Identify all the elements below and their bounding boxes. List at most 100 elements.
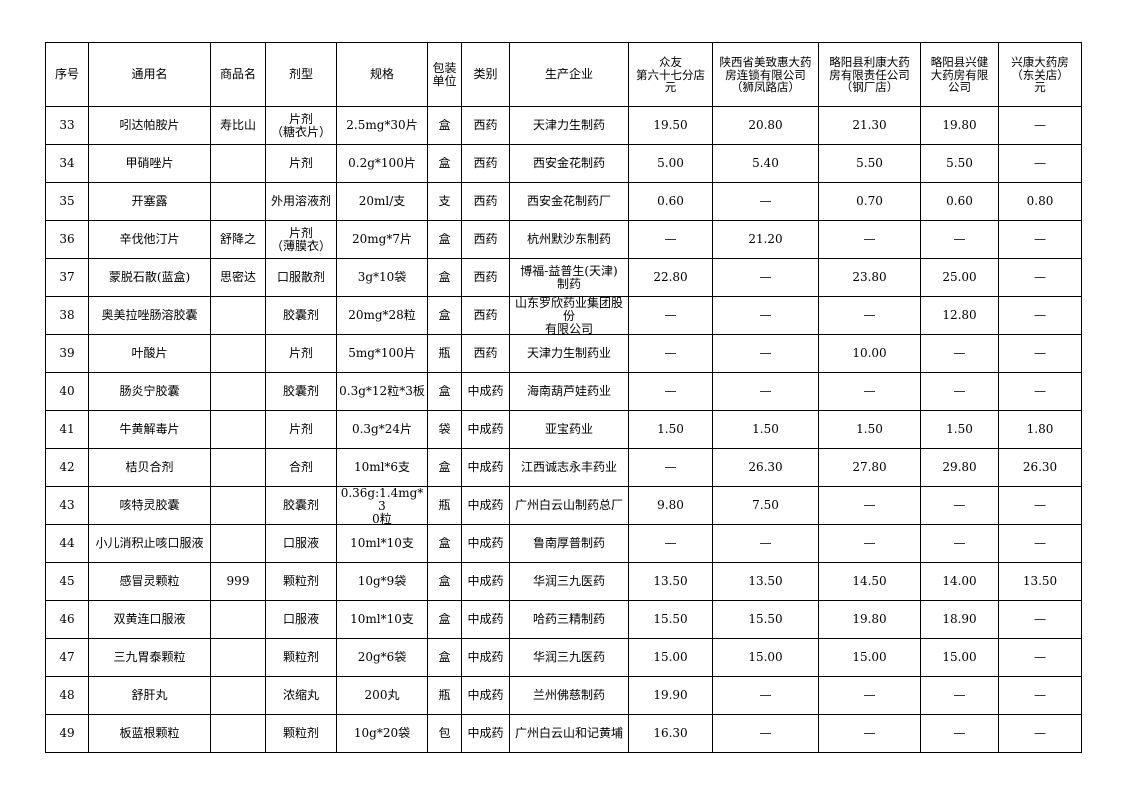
cell-text: 33 [59,119,75,132]
cell-text: 众友 第六十七分店 元 [636,56,705,93]
cell-text: 10g*20袋 [353,727,411,740]
cell-text: 1.80 [1026,423,1054,436]
cell-text: 哈药三精制药 [532,613,605,626]
cell-text: 15.00 [748,651,783,664]
cell-text: 盒 [438,537,451,550]
cell-text: — [1034,689,1046,702]
table-cell: 23.80 [818,258,921,297]
table-cell: — [998,638,1082,677]
cell-text: 35 [59,195,75,208]
cell-text: 包 [438,727,451,740]
table-row: 42 桔贝合剂 合剂 10ml*6支 盒 中成药 江西诚志永丰药业 — 26.30 27.80 29… [45,448,1082,487]
column-header: 略阳县利康大药 房有限责任公司 （钢厂店） 元 [818,42,921,107]
cell-text: 22.80 [653,271,688,284]
cell-text: 39 [59,347,75,360]
table-cell: 盒 [427,296,462,335]
cell-text: 瓶 [438,689,451,702]
table-cell: 浓缩丸 [265,676,337,715]
column-header: 序号 [45,42,89,107]
table-cell: 盒 [427,258,462,297]
cell-text: 西安金花制药 [532,157,605,170]
table-row: 36 辛伐他汀片 舒降之 片剂 （薄膜衣） 20mg*7片 盒 西药 杭州默沙东制药 — 21.2… [45,220,1082,259]
table-cell: 支 [427,182,462,221]
table-cell: 盒 [427,524,462,563]
table-cell: 蒙脱石散(蓝盒) [88,258,211,297]
table-cell: 21.30 [818,106,921,145]
cell-text: — [1034,233,1046,246]
table-cell: 10ml*10支 [336,524,428,563]
table-cell: 西药 [461,220,510,259]
table-cell: 口服液 [265,600,337,639]
table-row: 37 蒙脱石散(蓝盒) 思密达 口服散剂 3g*10袋 盒 西药 博福-益普生(天津) 制药 2… [45,258,1082,297]
table-cell: 43 [45,486,89,525]
table-cell: 舒肝丸 [88,676,211,715]
table-cell: — [998,258,1082,297]
cell-text: 16.30 [653,727,688,740]
cell-text: 山东罗欣药业集团股 份 有限公司 [514,297,623,334]
table-cell: 5mg*100片 [336,334,428,373]
table-cell: 22.80 [628,258,713,297]
cell-text: 支 [438,195,451,208]
table-cell: 瓶 [427,486,462,525]
table-cell: 10g*9袋 [336,562,428,601]
cell-text: 片剂 [288,423,313,436]
cell-text: 15.00 [653,651,688,664]
table-cell: — [818,486,921,525]
table-cell: 46 [45,600,89,639]
cell-text: 10g*9袋 [357,575,407,588]
table-cell: 19.80 [920,106,999,145]
cell-text: 200丸 [364,689,400,702]
cell-text: 叶酸片 [131,347,168,360]
table-cell: 中成药 [461,676,510,715]
cell-text: 合剂 [288,461,313,474]
table-cell: — [712,182,819,221]
table-cell: 15.00 [712,638,819,677]
table-cell [210,410,266,449]
table-cell: 寿比山 [210,106,266,145]
table-cell: — [818,524,921,563]
table-cell: 片剂 [265,410,337,449]
table-cell: — [628,220,713,259]
table-cell: 瓶 [427,676,462,715]
cell-text: 5.50 [946,157,973,170]
table-cell: — [998,714,1082,753]
cell-text: 20mg*7片 [352,233,412,246]
table-row: 38 奥美拉唑肠溶胶囊 胶囊剂 20mg*28粒 盒 西药 山东罗欣药业集团股 份 有限公司… [45,296,1082,335]
cell-text: 颗粒剂 [282,727,319,740]
cell-text: 中成药 [467,727,504,740]
table-row: 43 咳特灵胶囊 胶囊剂 0.36g:1.4mg*3 0粒 瓶 中成药 广州白云山制药总厂 9… [45,486,1082,525]
cell-text: 杭州默沙东制药 [526,233,611,246]
cell-text: — [1034,119,1046,132]
cell-text: 袋 [438,423,451,436]
table-cell: 15.00 [818,638,921,677]
cell-text: 中成药 [467,575,504,588]
cell-text: 寿比山 [219,119,256,132]
table-cell: 1.50 [628,410,713,449]
table-cell: 盒 [427,106,462,145]
table-cell: 中成药 [461,600,510,639]
cell-text: 13.50 [653,575,688,588]
table-cell: 21.20 [712,220,819,259]
table-cell: 口服液 [265,524,337,563]
cell-text: 略阳县兴健 大药房有限 公司 元 [930,56,989,93]
table-cell: 片剂 （薄膜衣） [265,220,337,259]
cell-text: 类别 [473,68,498,81]
cell-text: 思密达 [219,271,256,284]
table-cell: 5.50 [920,144,999,183]
cell-text: 三九胃泰颗粒 [113,651,186,664]
cell-text: 43 [59,499,75,512]
table-cell: 14.00 [920,562,999,601]
table-cell: — [998,676,1082,715]
cell-text: 20mg*28粒 [348,309,416,322]
cell-text: 0.2g*100片 [348,157,416,170]
table-cell: 江西诚志永丰药业 [509,448,629,487]
cell-text: 盒 [438,385,451,398]
cell-text: — [863,233,876,246]
cell-text: 商品名 [219,68,256,81]
table-cell: 盒 [427,600,462,639]
table-cell: — [712,676,819,715]
cell-text: 盒 [438,157,451,170]
cell-text: 14.50 [852,575,887,588]
table-cell: 0.3g*12粒*3板 [336,372,428,411]
table-cell: — [998,524,1082,563]
